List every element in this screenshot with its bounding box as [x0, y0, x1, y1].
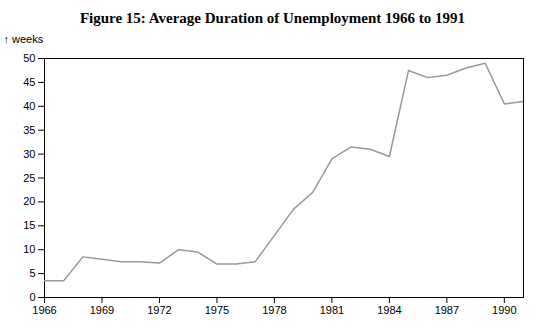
- svg-text:0: 0: [29, 291, 35, 303]
- svg-text:1981: 1981: [320, 304, 344, 316]
- svg-text:5: 5: [29, 267, 35, 279]
- svg-text:1978: 1978: [262, 304, 286, 316]
- svg-text:20: 20: [23, 195, 35, 207]
- svg-text:1987: 1987: [435, 304, 459, 316]
- svg-text:10: 10: [23, 243, 35, 255]
- svg-text:30: 30: [23, 148, 35, 160]
- svg-text:40: 40: [23, 100, 35, 112]
- svg-text:15: 15: [23, 219, 35, 231]
- svg-text:1969: 1969: [90, 304, 114, 316]
- svg-text:1975: 1975: [205, 304, 229, 316]
- svg-text:1966: 1966: [32, 304, 56, 316]
- svg-text:45: 45: [23, 76, 35, 88]
- svg-text:50: 50: [23, 52, 35, 64]
- svg-text:35: 35: [23, 124, 35, 136]
- svg-text:1984: 1984: [377, 304, 401, 316]
- svg-text:1990: 1990: [492, 304, 516, 316]
- html-text:Figure 15: Average Duration of: Figure 15: Average Duration of Unemploym…: [79, 10, 466, 26]
- svg-text:1972: 1972: [147, 304, 171, 316]
- svg-text:↑ weeks: ↑ weeks: [4, 33, 44, 45]
- svg-text:25: 25: [23, 172, 35, 184]
